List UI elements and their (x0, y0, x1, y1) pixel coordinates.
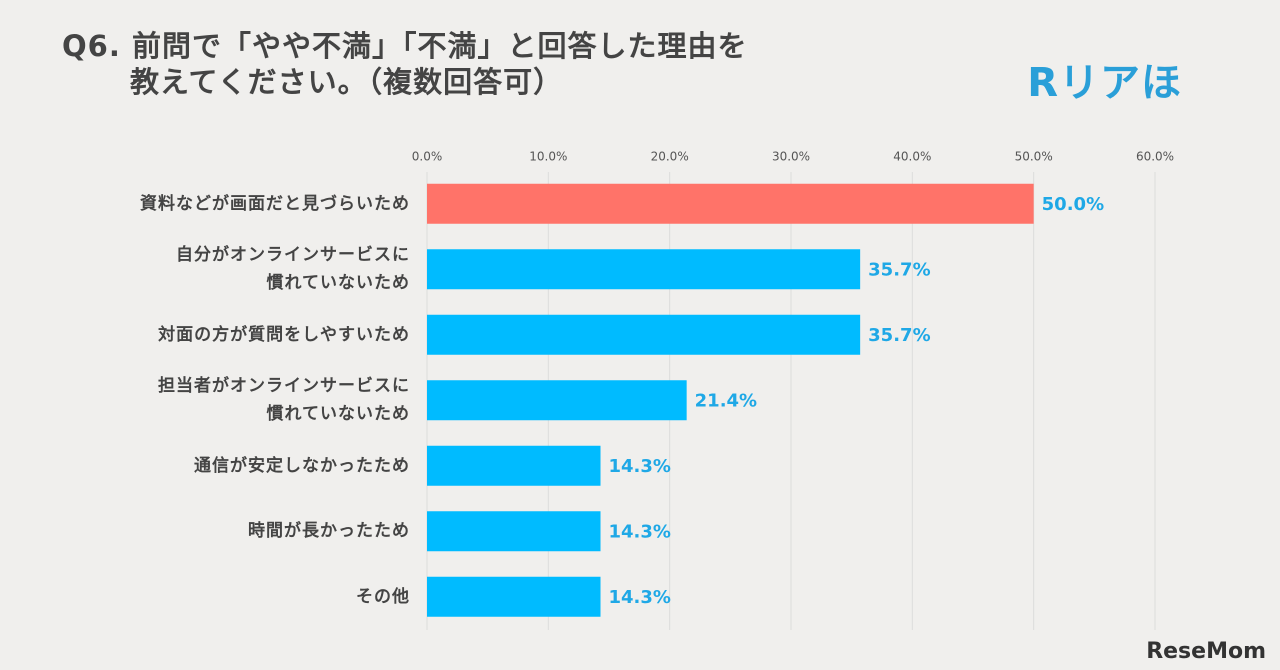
bar (427, 380, 687, 421)
y-tick-label: 資料などが画面だと見づらいため (140, 193, 410, 214)
bar (427, 445, 601, 486)
x-tick-label: 10.0% (529, 150, 567, 164)
bar (427, 249, 861, 290)
x-tick-label: 30.0% (772, 150, 810, 164)
value-label: 35.7% (868, 325, 930, 346)
watermark: ReseMom (1146, 639, 1266, 664)
y-tick-label: 担当者がオンラインサービスに 慣れていないため (158, 376, 410, 425)
bar (427, 314, 861, 355)
value-label: 14.3% (609, 587, 671, 608)
logo: Rリアほ (1027, 60, 1182, 106)
bar (427, 183, 1034, 224)
chart-title: Q6. 前問で「やや不満」「不満」と回答した理由を 教えてください。（複数回答可… (62, 29, 748, 99)
value-label: 50.0% (1042, 194, 1104, 215)
y-tick-label: 対面の方が質問をしやすいため (158, 324, 410, 345)
y-tick-label: 自分がオンラインサービスに 慣れていないため (176, 245, 410, 294)
value-label: 14.3% (609, 456, 671, 477)
y-tick-label: 通信が安定しなかったため (194, 455, 410, 476)
x-tick-label: 20.0% (651, 150, 689, 164)
bar (427, 511, 601, 552)
y-tick-label: 時間が長かったため (248, 521, 410, 542)
value-label: 35.7% (868, 259, 930, 280)
bar (427, 576, 601, 617)
x-tick-label: 50.0% (1015, 150, 1053, 164)
y-tick-label: その他 (356, 586, 410, 607)
value-label: 21.4% (695, 390, 757, 411)
value-label: 14.3% (609, 521, 671, 542)
x-tick-label: 60.0% (1136, 150, 1174, 164)
x-tick-label: 0.0% (412, 150, 443, 164)
x-tick-label: 40.0% (893, 150, 931, 164)
